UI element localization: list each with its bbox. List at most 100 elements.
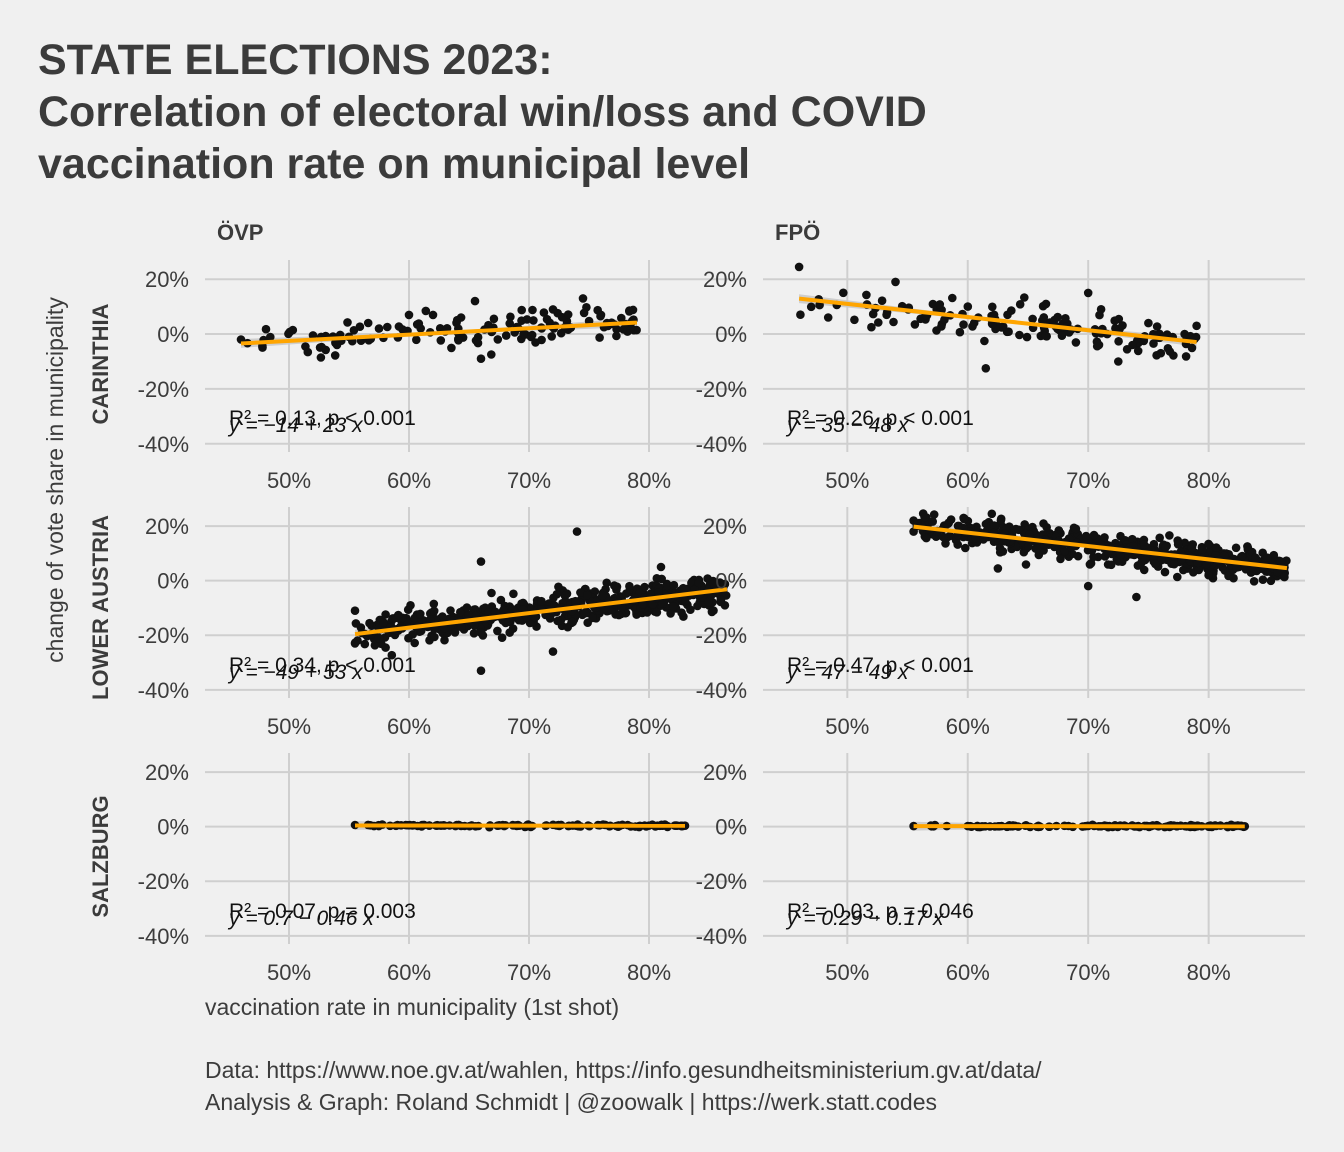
- data-point: [1014, 525, 1023, 535]
- data-point: [877, 296, 887, 306]
- data-point: [484, 608, 493, 617]
- data-point: [1007, 306, 1016, 315]
- data-point: [602, 578, 611, 588]
- data-point: [1152, 322, 1162, 331]
- data-point: [946, 515, 956, 524]
- data-point: [363, 318, 373, 328]
- y-tick-label: -20%: [138, 377, 189, 402]
- data-point: [796, 310, 805, 320]
- y-tick-label: -40%: [696, 924, 747, 949]
- data-point: [935, 300, 945, 309]
- data-point: [1165, 531, 1174, 540]
- data-point: [438, 612, 447, 621]
- data-point: [720, 579, 730, 589]
- data-point: [588, 613, 597, 623]
- data-point: [1155, 533, 1164, 543]
- data-point: [1060, 547, 1070, 556]
- data-point: [576, 588, 585, 597]
- facet-row-label: CARINTHIA: [88, 303, 113, 424]
- data-point: [571, 596, 580, 606]
- regression-line: [354, 587, 728, 637]
- regression-line: [240, 320, 638, 346]
- data-point: [522, 315, 532, 324]
- data-point: [640, 582, 649, 592]
- data-point: [416, 324, 426, 333]
- data-point: [656, 562, 666, 572]
- data-point: [351, 619, 361, 628]
- data-point: [514, 615, 524, 625]
- data-point: [476, 557, 486, 566]
- data-point: [686, 605, 695, 614]
- data-point: [542, 314, 552, 324]
- x-tick-label: 80%: [627, 468, 671, 493]
- data-point: [285, 327, 295, 337]
- data-point: [508, 605, 518, 614]
- data-point: [493, 335, 503, 344]
- data-point: [1251, 553, 1260, 562]
- regression-equation: y = 0.7 − 0.46 x: [227, 907, 375, 930]
- data-point: [955, 327, 965, 337]
- data-point: [518, 598, 528, 608]
- data-point: [889, 317, 898, 327]
- x-tick-label: 50%: [825, 960, 869, 985]
- data-point: [694, 578, 703, 588]
- data-point: [945, 531, 955, 541]
- data-point: [1022, 332, 1032, 342]
- data-point: [547, 332, 556, 341]
- data-point: [1103, 548, 1113, 558]
- data-point: [1192, 321, 1201, 331]
- y-tick-label: 0%: [715, 322, 747, 347]
- data-point: [1204, 539, 1213, 549]
- facet-column-label: FPÖ: [775, 220, 820, 245]
- data-point: [261, 324, 271, 334]
- data-point: [1187, 543, 1197, 553]
- data-point: [537, 596, 546, 606]
- data-point: [381, 610, 390, 619]
- data-point: [1061, 314, 1070, 323]
- data-point: [1240, 822, 1250, 831]
- data-point: [1181, 352, 1191, 361]
- data-point: [1198, 545, 1207, 554]
- data-point: [693, 601, 702, 611]
- y-tick-label: -20%: [138, 869, 189, 894]
- data-point: [505, 628, 514, 637]
- data-point: [343, 318, 352, 327]
- x-tick-label: 50%: [267, 960, 311, 985]
- data-point: [1193, 558, 1202, 568]
- x-tick-label: 70%: [1066, 468, 1110, 493]
- data-point: [412, 335, 421, 345]
- data-point: [430, 624, 439, 634]
- data-point: [1180, 329, 1189, 339]
- data-point: [487, 350, 496, 359]
- data-point: [1160, 567, 1170, 577]
- x-tick-label: 60%: [946, 468, 990, 493]
- data-point: [550, 601, 559, 610]
- data-point: [429, 606, 439, 616]
- y-tick-label: 0%: [715, 815, 747, 840]
- data-point: [1057, 331, 1067, 341]
- data-point: [867, 322, 876, 332]
- data-point: [1118, 321, 1127, 330]
- data-point: [948, 293, 957, 303]
- data-point: [394, 610, 403, 620]
- facet-panel: -40% -20% 0% 20% 50% 60% 70% 80% R² = 0.26, p < …: [696, 260, 1305, 493]
- data-point: [1152, 351, 1161, 360]
- data-point: [928, 517, 937, 526]
- data-point: [499, 605, 508, 615]
- data-point: [1083, 288, 1093, 298]
- y-tick-label: 0%: [157, 569, 189, 594]
- data-point: [1229, 573, 1238, 583]
- data-point: [408, 630, 418, 639]
- y-tick-label: -20%: [696, 869, 747, 894]
- data-point: [509, 589, 518, 599]
- data-point: [1280, 572, 1289, 582]
- x-tick-label: 50%: [267, 714, 311, 739]
- data-point: [529, 316, 538, 325]
- regression-equation: y = −49 + 53 x: [227, 661, 364, 684]
- data-point: [572, 527, 582, 536]
- regression-equation: y = −14 + 23 x: [227, 414, 364, 437]
- x-tick-label: 50%: [825, 468, 869, 493]
- data-point: [1161, 542, 1171, 552]
- x-tick-label: 60%: [946, 960, 990, 985]
- data-point: [862, 290, 871, 300]
